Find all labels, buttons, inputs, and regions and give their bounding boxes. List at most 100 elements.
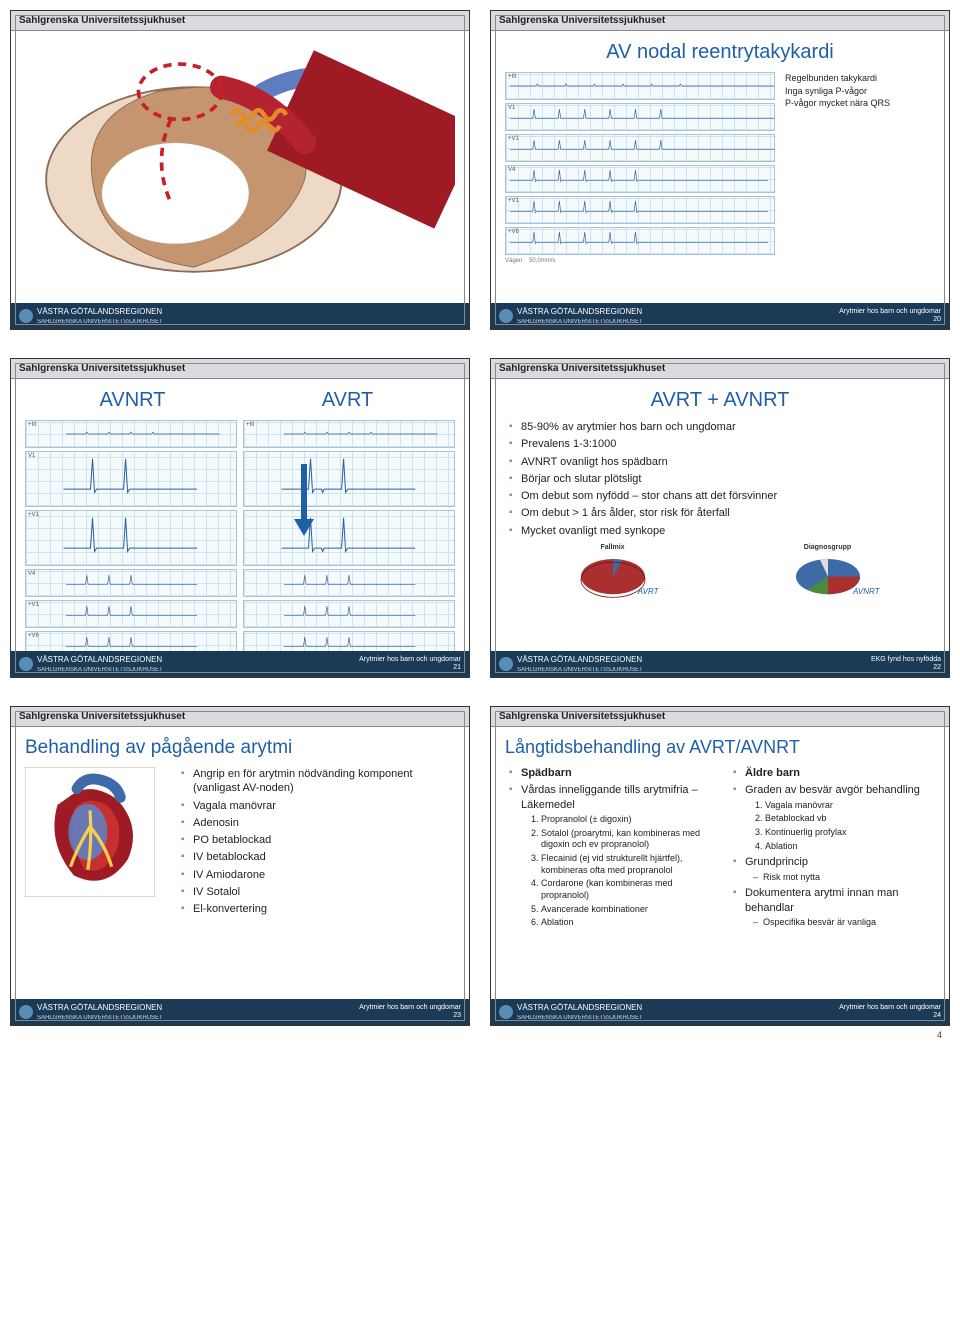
slide-grid: Sahlgrenska Universitetssjukhuset <box>10 10 950 1026</box>
col-title-right: AVRT <box>240 389 455 412</box>
list-item: IV betablockad <box>181 850 455 864</box>
list-item: Grundprincip Risk mot nytta <box>733 855 935 883</box>
ecg-lead <box>243 569 455 597</box>
region-logo-icon <box>499 1005 513 1019</box>
list-item: IV Amiodarone <box>181 868 455 882</box>
list-item: Avancerade kombinationer <box>541 904 711 916</box>
list-item: Ablation <box>765 841 935 853</box>
slide-footer: VÄSTRA GÖTALANDSREGIONEN SAHLGRENSKA UNI… <box>491 999 949 1025</box>
list-item: 85-90% av arytmier hos barn och ungdomar <box>509 420 935 434</box>
slide-number: 23 <box>453 1012 461 1019</box>
list-item: Mycket ovanligt med synkope <box>509 524 935 538</box>
org-header: Sahlgrenska Universitetssjukhuset <box>11 359 469 379</box>
ecg-lead: V4 <box>25 569 237 597</box>
list-item: Sotalol (proarytmi, kan kombineras med d… <box>541 828 711 851</box>
numbered-list: Vagala manövrar Betablockad vb Kontinuer… <box>745 800 935 853</box>
slide-5: Sahlgrenska Universitetssjukhuset Behand… <box>10 706 470 1026</box>
list-item: Vagala manövrar <box>765 800 935 812</box>
slide-1-content <box>11 31 469 303</box>
ecg-lead: +V1 <box>25 600 237 628</box>
ecg-lead <box>243 631 455 651</box>
slide-3: Sahlgrenska Universitetssjukhuset AVNRT … <box>10 358 470 678</box>
footer-region: VÄSTRA GÖTALANDSREGIONEN <box>37 307 162 316</box>
list-item: Vårdas inneliggande tills arytmifria – L… <box>509 783 711 929</box>
ecg-lead: V4 <box>505 165 775 193</box>
two-column: Spädbarn Vårdas inneliggande tills arytm… <box>505 766 935 932</box>
slide-footer: VÄSTRA GÖTALANDSREGIONEN SAHLGRENSKA UNI… <box>11 651 469 677</box>
heart-cutaway-illustration <box>25 41 455 281</box>
ecg-lead <box>243 451 455 507</box>
footer-sub: SAHLGRENSKA UNIVERSITETSSJUKHUSET <box>37 319 163 325</box>
slide-number: 24 <box>933 1012 941 1019</box>
list-item: El-konvertering <box>181 902 455 916</box>
region-logo-icon <box>19 1005 33 1019</box>
list-item: Om debut > 1 års ålder, stor risk för åt… <box>509 506 935 520</box>
slide-5-content: Behandling av pågående arytmi Angrip en … <box>11 727 469 999</box>
slide-6: Sahlgrenska Universitetssjukhuset Långti… <box>490 706 950 1026</box>
slide-3-content: AVNRT AVRT +III V1 +V1 V4 +V1 +V6 +III <box>11 379 469 651</box>
region-logo-icon <box>499 657 513 671</box>
list-item: Angrip en för arytmin nödvänding kompone… <box>181 767 455 796</box>
slide-4-content: AVRT + AVNRT 85-90% av arytmier hos barn… <box>491 379 949 651</box>
list-item: Cordarone (kan kombineras med propranolo… <box>541 878 711 901</box>
col-heading: Spädbarn <box>509 766 711 780</box>
org-header: Sahlgrenska Universitetssjukhuset <box>491 359 949 379</box>
slide-number: 20 <box>933 316 941 323</box>
ecg-lead: +V1 <box>505 134 775 162</box>
sub-item: Risk mot nytta <box>753 872 935 884</box>
bullet-list: 85-90% av arytmier hos barn och ungdomar… <box>505 420 935 538</box>
region-logo-icon <box>499 309 513 323</box>
slide-4: Sahlgrenska Universitetssjukhuset AVRT +… <box>490 358 950 678</box>
col-left: Spädbarn Vårdas inneliggande tills arytm… <box>505 766 711 932</box>
ecg-column: +III V1 +V1 V4 +V1 +V6 <box>505 72 775 264</box>
ecg-lead: +V6 <box>25 631 237 651</box>
ecg-lead: V1 <box>25 451 237 507</box>
note-line: Inga synliga P-vågor <box>785 85 935 98</box>
bullet-list: Angrip en för arytmin nödvänding kompone… <box>177 767 455 920</box>
ecg-col-right: +III <box>243 420 455 651</box>
sub-item: Ospecifika besvär är vanliga <box>753 917 935 929</box>
region-logo-icon <box>19 657 33 671</box>
list-item: IV Sotalol <box>181 885 455 899</box>
page-number: 4 <box>10 1026 950 1040</box>
slide-title: AV nodal reentrytakykardi <box>505 41 935 64</box>
list-item: Adenosin <box>181 816 455 830</box>
org-header: Sahlgrenska Universitetssjukhuset <box>491 11 949 31</box>
slide-footer: VÄSTRA GÖTALANDSREGIONEN SAHLGRENSKA UNI… <box>11 999 469 1025</box>
ecg-lead <box>243 600 455 628</box>
slide-2-notes: Regelbunden takykardi Inga synliga P-våg… <box>785 72 935 264</box>
list-item: Vagala manövrar <box>181 799 455 813</box>
col-right: Äldre barn Graden av besvär avgör behand… <box>729 766 935 932</box>
slide-1: Sahlgrenska Universitetssjukhuset <box>10 10 470 330</box>
list-item: Flecainid (ej vid strukturellt hjärtfel)… <box>541 853 711 876</box>
arrow-annotation-icon <box>289 464 319 544</box>
slide-title: AVRT + AVNRT <box>505 389 935 412</box>
slide-2: Sahlgrenska Universitetssjukhuset AV nod… <box>490 10 950 330</box>
col-title-left: AVNRT <box>25 389 240 412</box>
list-item: Kontinuerlig profylax <box>765 827 935 839</box>
org-header: Sahlgrenska Universitetssjukhuset <box>491 707 949 727</box>
note-line: Regelbunden takykardi <box>785 72 935 85</box>
list-item: Om debut som nyfödd – stor chans att det… <box>509 489 935 503</box>
list-item: Betablockad vb <box>765 813 935 825</box>
list-item: PO betablockad <box>181 833 455 847</box>
slide-title: Långtidsbehandling av AVRT/AVNRT <box>505 737 935 758</box>
note-line: P-vågor mycket nära QRS <box>785 97 935 110</box>
ecg-lead: +V6 <box>505 227 775 255</box>
slide-number: 21 <box>453 664 461 671</box>
ecg-lead: +III <box>25 420 237 448</box>
slide-footer: VÄSTRA GÖTALANDSREGIONEN SAHLGRENSKA UNI… <box>491 651 949 677</box>
pie-chart-right: Diagnosgrupp AVNRT <box>788 544 868 600</box>
org-header: Sahlgrenska Universitetssjukhuset <box>11 707 469 727</box>
list-item: Ablation <box>541 917 711 929</box>
ecg-lead <box>243 510 455 566</box>
col-heading: Äldre barn <box>733 766 935 780</box>
region-logo-icon <box>19 309 33 323</box>
ecg-lead: +V1 <box>25 510 237 566</box>
pie-chart-left: Fallmix AVRT <box>573 544 653 600</box>
list-item: Propranolol (± digoxin) <box>541 814 711 826</box>
ecg-lead: +III <box>243 420 455 448</box>
ecg-lead: V1 <box>505 103 775 131</box>
slide-2-content: AV nodal reentrytakykardi +III V1 +V1 V4 <box>491 31 949 303</box>
slide-footer: VÄSTRA GÖTALANDSREGIONEN SAHLGRENSKA UNI… <box>491 303 949 329</box>
